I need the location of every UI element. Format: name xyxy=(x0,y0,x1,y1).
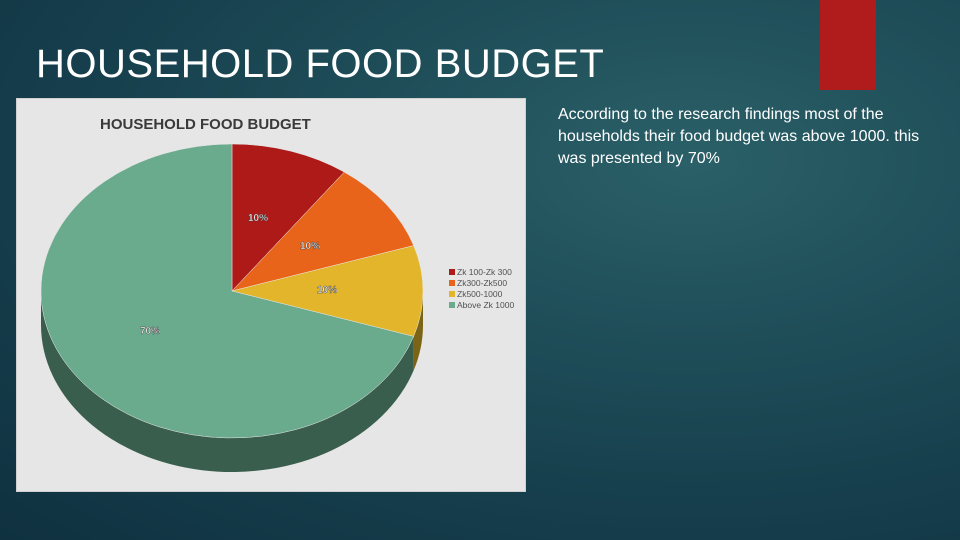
chart-panel: HOUSEHOLD FOOD BUDGET 10% 10% 10% 70% Zk 10… xyxy=(16,98,526,492)
pie-data-labels: 10% 10% 10% 70% xyxy=(140,213,338,337)
chart-legend: Zk 100-Zk 300Zk300-Zk500Zk500-1000Above … xyxy=(449,267,514,310)
legend-swatch-4 xyxy=(449,302,455,308)
data-label-3: 10% xyxy=(317,285,337,296)
chart-title: HOUSEHOLD FOOD BUDGET xyxy=(100,116,311,133)
legend-label-3: Zk500-1000 xyxy=(457,289,503,299)
legend-swatch-3 xyxy=(449,291,455,297)
pie-slice-2 xyxy=(231,171,414,292)
slide-title: HOUSEHOLD FOOD BUDGET xyxy=(36,42,605,86)
pie-chart: HOUSEHOLD FOOD BUDGET 10% 10% 10% 70% Zk 10… xyxy=(40,116,514,472)
pie-side-3 xyxy=(413,291,423,371)
accent-bar xyxy=(820,0,876,90)
data-label-1: 10% xyxy=(248,213,268,224)
legend-label-2: Zk300-Zk500 xyxy=(457,278,507,288)
pie-slices xyxy=(40,143,424,439)
legend-swatch-1 xyxy=(449,269,455,275)
legend-label-4: Above Zk 1000 xyxy=(457,300,514,310)
pie-slice-4 xyxy=(40,143,414,439)
pie-slice-3 xyxy=(231,245,424,337)
pie-slice-1 xyxy=(231,143,345,292)
pie-side-4 xyxy=(41,291,414,472)
legend-swatch-2 xyxy=(449,280,455,286)
data-label-2: 10% xyxy=(300,241,320,252)
body-text: According to the research findings most … xyxy=(558,106,920,167)
legend-label-1: Zk 100-Zk 300 xyxy=(457,267,512,277)
data-label-4: 70% xyxy=(140,326,160,337)
pie-sides xyxy=(41,291,423,472)
